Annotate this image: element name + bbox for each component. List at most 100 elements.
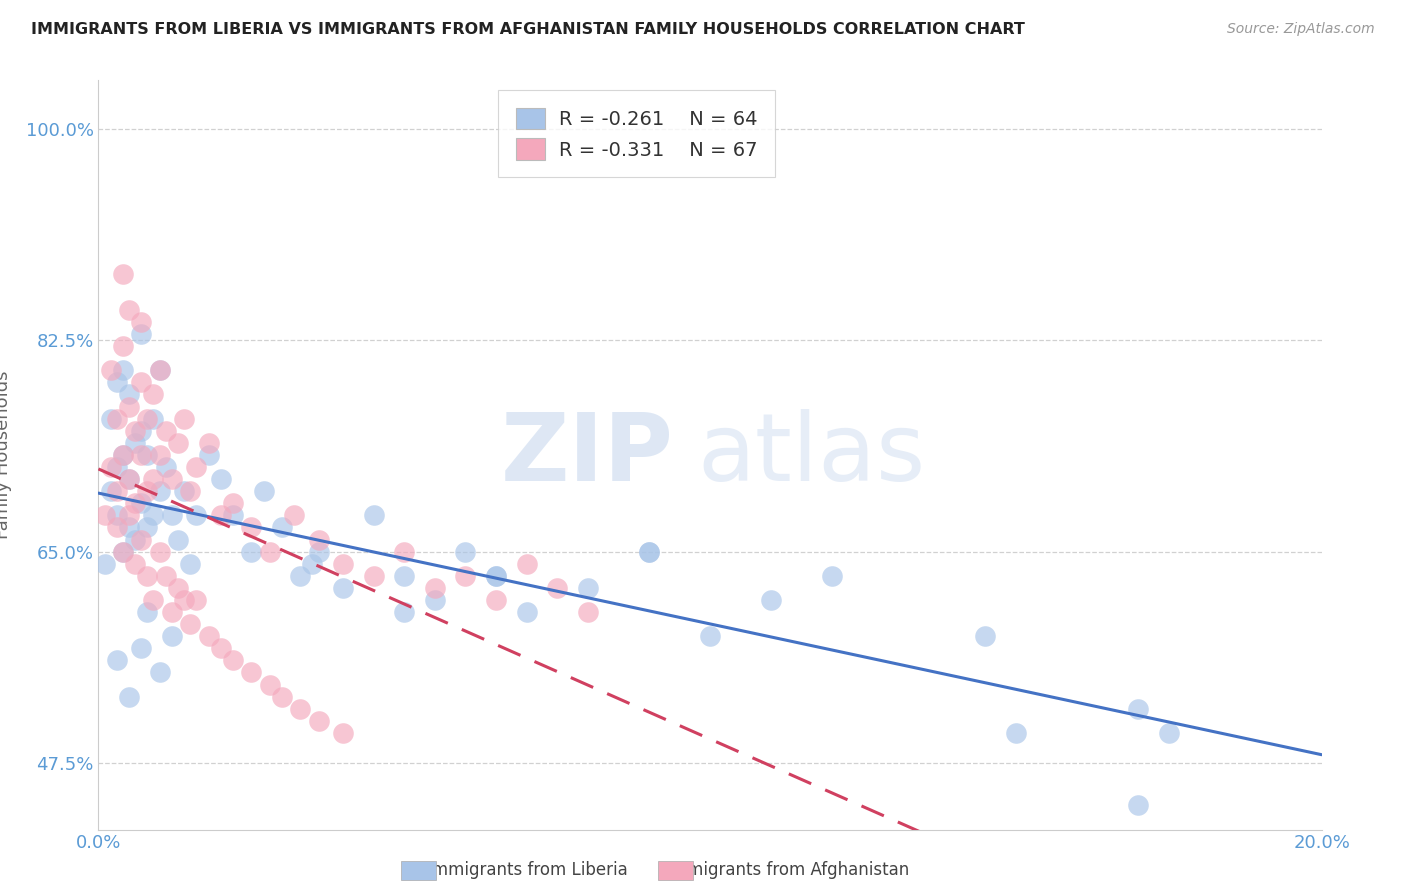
Point	[240, 665, 263, 680]
Point	[160, 629, 183, 643]
Point	[423, 581, 446, 595]
Point	[136, 568, 159, 582]
Point	[124, 496, 146, 510]
Point	[259, 544, 281, 558]
Point	[105, 376, 128, 390]
Point	[100, 363, 122, 377]
Point	[136, 520, 159, 534]
Point	[363, 568, 385, 582]
Point	[270, 520, 292, 534]
Point	[129, 496, 152, 510]
Point	[124, 435, 146, 450]
Point	[392, 544, 416, 558]
Point	[301, 557, 323, 571]
Point	[149, 665, 172, 680]
Point	[392, 605, 416, 619]
Point	[149, 363, 172, 377]
Point	[149, 544, 172, 558]
Point	[637, 544, 661, 558]
Point	[699, 629, 721, 643]
Point	[129, 376, 152, 390]
Point	[111, 339, 134, 353]
Point	[136, 448, 159, 462]
Point	[197, 448, 219, 462]
Point	[142, 411, 165, 425]
Point	[160, 605, 183, 619]
Text: Immigrants from Afghanistan: Immigrants from Afghanistan	[665, 861, 910, 879]
Point	[516, 605, 538, 619]
Point	[105, 508, 128, 523]
Point	[129, 424, 152, 438]
Point	[821, 568, 844, 582]
Y-axis label: Family Households: Family Households	[0, 371, 11, 539]
Point	[129, 315, 152, 329]
Point	[179, 617, 201, 632]
Point	[259, 677, 281, 691]
Point	[363, 508, 385, 523]
Text: ZIP: ZIP	[501, 409, 673, 501]
Point	[129, 448, 152, 462]
Point	[160, 508, 183, 523]
Point	[105, 653, 128, 667]
Point	[332, 557, 354, 571]
Point	[142, 387, 165, 401]
Point	[186, 593, 208, 607]
Point	[974, 629, 997, 643]
Point	[118, 302, 141, 317]
Point	[136, 605, 159, 619]
Point	[332, 581, 354, 595]
Point	[576, 605, 599, 619]
Point	[454, 544, 477, 558]
Point	[1004, 726, 1026, 740]
Point	[111, 267, 134, 281]
Point	[118, 472, 141, 486]
Point	[252, 484, 274, 499]
Point	[118, 520, 141, 534]
Point	[100, 460, 122, 475]
Point	[111, 544, 134, 558]
Point	[186, 508, 208, 523]
Point	[270, 690, 292, 704]
Point	[136, 484, 159, 499]
Point	[124, 557, 146, 571]
Point	[167, 581, 190, 595]
Point	[1128, 798, 1150, 813]
Point	[93, 557, 115, 571]
Point	[173, 411, 195, 425]
Point	[149, 363, 172, 377]
Point	[222, 508, 245, 523]
Point	[105, 484, 128, 499]
Point	[240, 520, 263, 534]
Point	[118, 387, 141, 401]
Point	[118, 400, 141, 414]
Point	[124, 424, 146, 438]
Point	[136, 411, 159, 425]
Point	[124, 533, 146, 547]
Point	[423, 593, 446, 607]
Point	[111, 544, 134, 558]
Point	[546, 581, 568, 595]
Text: IMMIGRANTS FROM LIBERIA VS IMMIGRANTS FROM AFGHANISTAN FAMILY HOUSEHOLDS CORRELA: IMMIGRANTS FROM LIBERIA VS IMMIGRANTS FR…	[31, 22, 1025, 37]
Point	[283, 508, 305, 523]
Point	[1128, 702, 1150, 716]
Point	[485, 593, 508, 607]
Point	[105, 520, 128, 534]
Point	[186, 460, 208, 475]
Point	[485, 568, 508, 582]
Point	[197, 629, 219, 643]
Point	[142, 472, 165, 486]
Point	[209, 641, 232, 656]
Point	[637, 544, 661, 558]
Point	[516, 557, 538, 571]
Point	[155, 568, 177, 582]
Point	[142, 593, 165, 607]
Point	[155, 460, 177, 475]
Point	[1157, 726, 1180, 740]
Point	[105, 411, 128, 425]
Point	[149, 448, 172, 462]
Point	[118, 690, 141, 704]
Point	[142, 508, 165, 523]
Point	[111, 448, 134, 462]
Point	[179, 484, 201, 499]
Point	[155, 424, 177, 438]
